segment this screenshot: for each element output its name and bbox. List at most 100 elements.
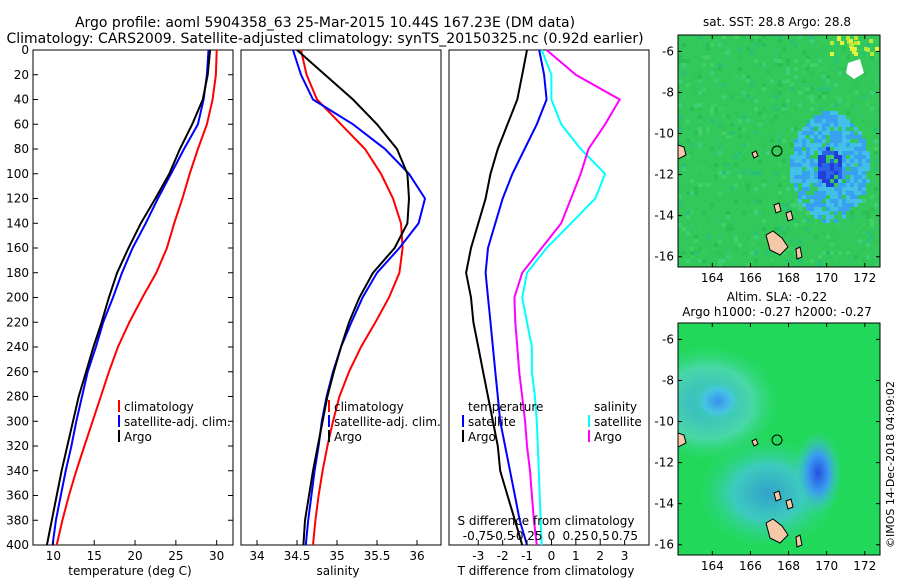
sst-cell — [750, 171, 754, 175]
sst-cell — [850, 135, 854, 139]
sst-cell — [798, 171, 802, 175]
sst-cell — [750, 51, 754, 55]
sst-cell — [686, 191, 690, 195]
sst-cell — [726, 143, 730, 147]
sst-cell — [854, 163, 858, 167]
sst-cell — [726, 51, 730, 55]
sst-cell — [810, 39, 814, 43]
sst-cell — [862, 143, 866, 147]
sst-cell — [802, 203, 806, 207]
sst-cell — [830, 103, 834, 107]
x-tick-label: 34.5 — [284, 549, 311, 563]
sst-cell — [746, 199, 750, 203]
sst-cell — [858, 139, 862, 143]
lat-tick-label: -14 — [654, 209, 674, 223]
sst-cell — [842, 167, 846, 171]
sst-cell — [794, 159, 798, 163]
sst-cell — [790, 163, 794, 167]
lat-tick-label: -12 — [654, 168, 674, 182]
sst-cell — [826, 131, 830, 135]
sst-cell — [826, 251, 830, 255]
sst-cell — [778, 139, 782, 143]
lat-tick-label: -14 — [654, 497, 674, 511]
sst-cell — [718, 195, 722, 199]
sst-cell — [762, 43, 766, 47]
sst-cell — [838, 251, 842, 255]
sst-cell — [746, 235, 750, 239]
sst-cell — [746, 75, 750, 79]
sst-cell — [794, 43, 798, 47]
sst-cell — [702, 251, 706, 255]
sla-anomaly — [794, 431, 842, 515]
sst-cell — [798, 159, 802, 163]
sst-cell — [778, 91, 782, 95]
sst-cell — [798, 155, 802, 159]
sst-cell — [806, 187, 810, 191]
sst-cell — [834, 255, 838, 259]
sst-cell — [858, 191, 862, 195]
sst-cell — [694, 235, 698, 239]
sst-cell — [858, 131, 862, 135]
sst-cell — [794, 59, 798, 63]
sst-cell — [770, 79, 774, 83]
sst-cell — [762, 115, 766, 119]
sst-cell — [702, 55, 706, 59]
sst-cell — [682, 251, 686, 255]
sst-cell — [694, 127, 698, 131]
sst-cell — [694, 191, 698, 195]
sst-cell — [806, 155, 810, 159]
x-tick-label: 36 — [409, 549, 424, 563]
sst-cell — [842, 119, 846, 123]
sst-cell — [682, 95, 686, 99]
island-small — [785, 210, 794, 222]
sst-cell — [690, 255, 694, 259]
sst-cell — [706, 247, 710, 251]
sst-cell — [830, 195, 834, 199]
sst-map-canvas — [678, 35, 880, 267]
legend-label-temperature-satellite: satellite — [468, 415, 516, 429]
sst-cell — [854, 223, 858, 227]
sst-cell — [778, 83, 782, 87]
sst-cell — [814, 123, 818, 127]
sst-cell — [858, 151, 862, 155]
sst-cell — [842, 215, 846, 219]
sst-cell — [854, 247, 858, 251]
sst-cell — [694, 131, 698, 135]
sst-cell — [842, 155, 846, 159]
island-small — [785, 498, 794, 510]
sst-cell — [842, 123, 846, 127]
sst-cell — [702, 115, 706, 119]
y-tick-label: 340 — [6, 464, 29, 478]
sst-cell — [722, 47, 726, 51]
sst-cell — [830, 163, 834, 167]
sst-cell — [849, 39, 853, 43]
sst-cell — [738, 167, 742, 171]
sst-cell — [758, 247, 762, 251]
sst-cell — [718, 251, 722, 255]
sst-cell — [862, 223, 866, 227]
sst-cell — [818, 203, 822, 207]
sst-cell — [686, 215, 690, 219]
sst-cell — [682, 71, 686, 75]
sst-cell — [830, 243, 834, 247]
sst-cell — [838, 143, 842, 147]
sst-cell — [722, 259, 726, 263]
salinity-difference-ticks: -0.75-0.5-0.25 0 0.25 0.5 0.75 — [463, 529, 638, 543]
sst-cell — [846, 139, 850, 143]
y-tick-label: 240 — [6, 340, 29, 354]
sst-cell — [858, 227, 862, 231]
sst-cell — [830, 203, 834, 207]
sst-cell — [834, 103, 838, 107]
sst-cell — [782, 159, 786, 163]
sst-cell — [834, 55, 838, 59]
sst-cell — [782, 231, 786, 235]
sst-cell — [798, 207, 802, 211]
sst-cell — [774, 63, 778, 67]
sst-cell — [794, 139, 798, 143]
sst-cell — [842, 47, 846, 51]
difference-ticks: -3 -2 -1 0 1 2 3 — [472, 540, 628, 563]
sst-cell — [718, 143, 722, 147]
sst-cell — [846, 191, 850, 195]
sst-cell — [774, 103, 778, 107]
